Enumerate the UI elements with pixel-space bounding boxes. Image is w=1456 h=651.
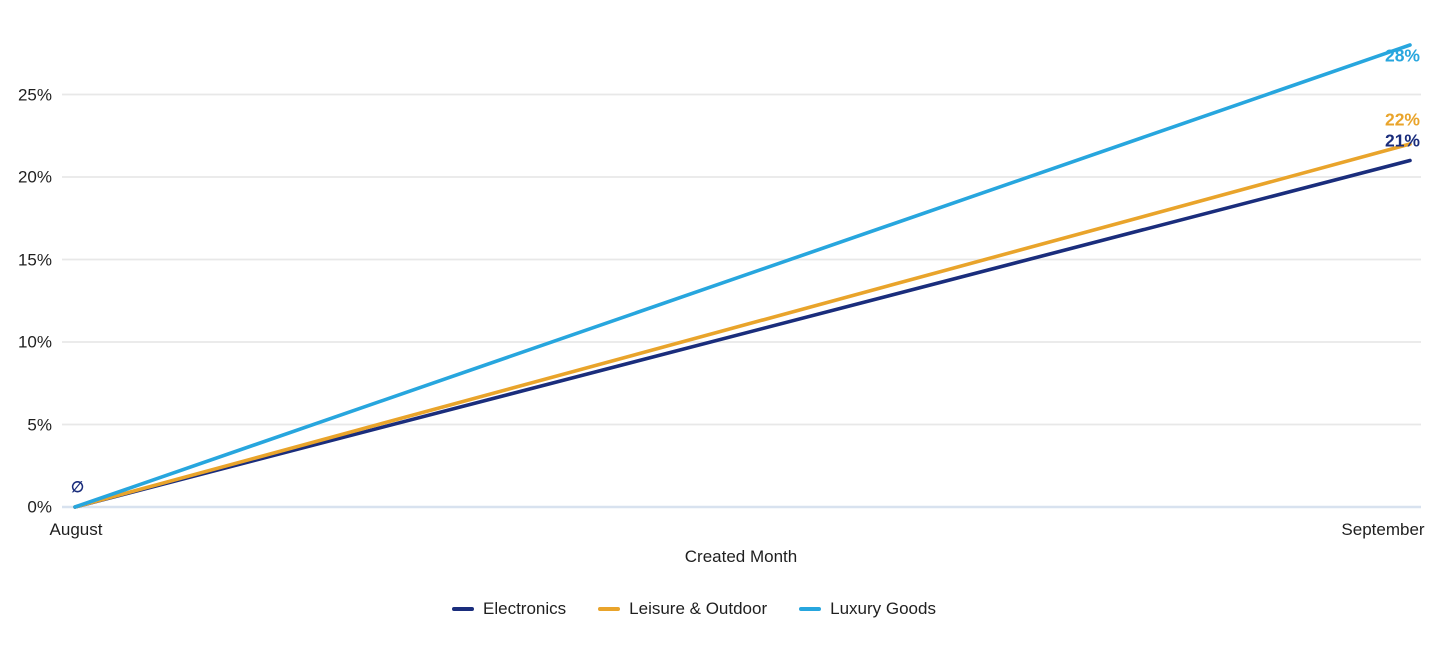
- y-axis-tick-label: 15%: [17, 250, 52, 269]
- x-axis-tick-label-september: September: [1341, 520, 1425, 539]
- legend-item-electronics[interactable]: Electronics: [452, 599, 566, 619]
- legend-label: Luxury Goods: [830, 599, 936, 618]
- legend-label: Electronics: [483, 599, 567, 618]
- x-axis-tick-label-august: August: [49, 520, 103, 539]
- end-label-electronics: 21%: [1384, 129, 1420, 150]
- end-label-leisure-outdoor: 22%: [1384, 109, 1420, 130]
- series-line-luxury-goods[interactable]: [73, 43, 1412, 509]
- y-axis-tick-label: 5%: [27, 415, 52, 434]
- series-line-leisure-outdoor[interactable]: [73, 142, 1412, 509]
- y-axis-tick-label: 20%: [17, 167, 52, 187]
- y-axis-tick-label: 10%: [17, 332, 52, 352]
- legend-item-leisure-outdoor[interactable]: Leisure & Outdoor: [598, 599, 767, 619]
- y-axis-tick-label: 25%: [17, 85, 52, 104]
- legend-marker-electronics: [452, 607, 475, 611]
- y-axis-tick-label: 0%: [27, 497, 52, 517]
- legend-marker-luxury-goods: [799, 607, 822, 611]
- legend-item-luxury-goods[interactable]: Luxury Goods: [799, 599, 936, 619]
- legend-marker-leisure-outdoor: [598, 607, 621, 611]
- legend-label: Leisure & Outdoor: [629, 599, 768, 618]
- series-line-electronics[interactable]: [73, 158, 1412, 509]
- chart-legend: Electronics Leisure & Outdoor Luxury Goods: [0, 599, 1422, 619]
- end-label-luxury-goods: 28%: [1384, 45, 1420, 66]
- x-axis-title: Created Month: [684, 547, 798, 566]
- null-data-marker: ∅: [71, 479, 85, 496]
